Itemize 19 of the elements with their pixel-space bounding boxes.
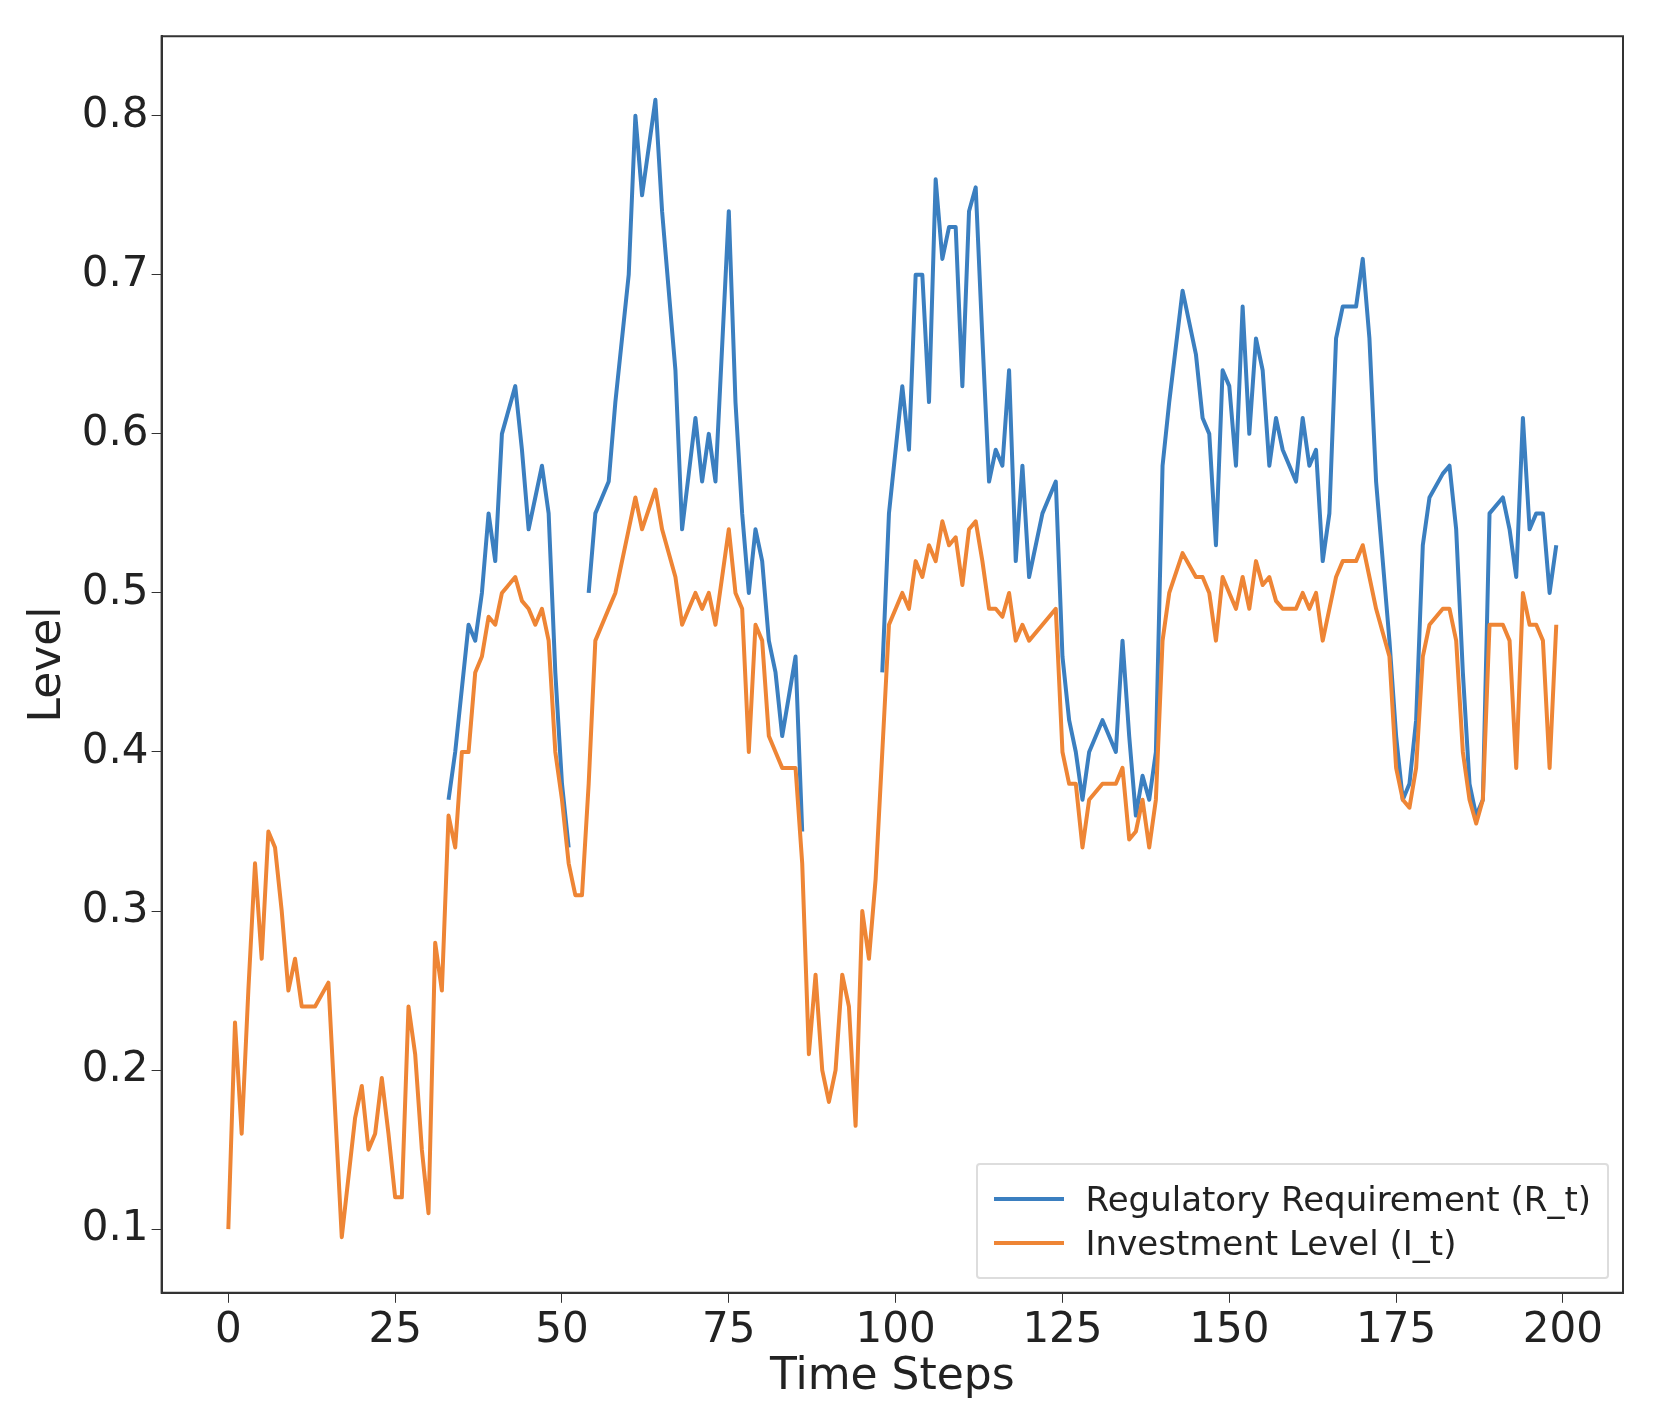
y-axis-title: Level	[18, 606, 70, 723]
y-tick-label: 0.8	[81, 87, 149, 137]
y-tick-label: 0.7	[81, 246, 149, 296]
x-tick-label: 175	[1356, 1302, 1437, 1352]
legend-label: Regulatory Requirement (R_t)	[1085, 1178, 1591, 1219]
x-tick-label: 200	[1522, 1302, 1604, 1352]
x-tick-label: 125	[1022, 1302, 1103, 1352]
x-tick-label: 50	[535, 1302, 589, 1352]
legend-label: Investment Level (I_t)	[1085, 1222, 1457, 1263]
y-tick-label: 0.5	[81, 564, 149, 614]
y-tick-label: 0.6	[81, 405, 149, 455]
x-tick-label: 25	[368, 1302, 422, 1352]
x-tick-label: 0	[214, 1302, 242, 1352]
y-tick-label: 0.3	[81, 882, 149, 932]
y-tick-label: 0.4	[81, 723, 149, 773]
y-tick-label: 0.1	[81, 1201, 149, 1251]
y-tick-label: 0.2	[81, 1042, 149, 1092]
x-tick-label: 75	[702, 1302, 756, 1352]
x-tick-label: 150	[1189, 1302, 1270, 1352]
